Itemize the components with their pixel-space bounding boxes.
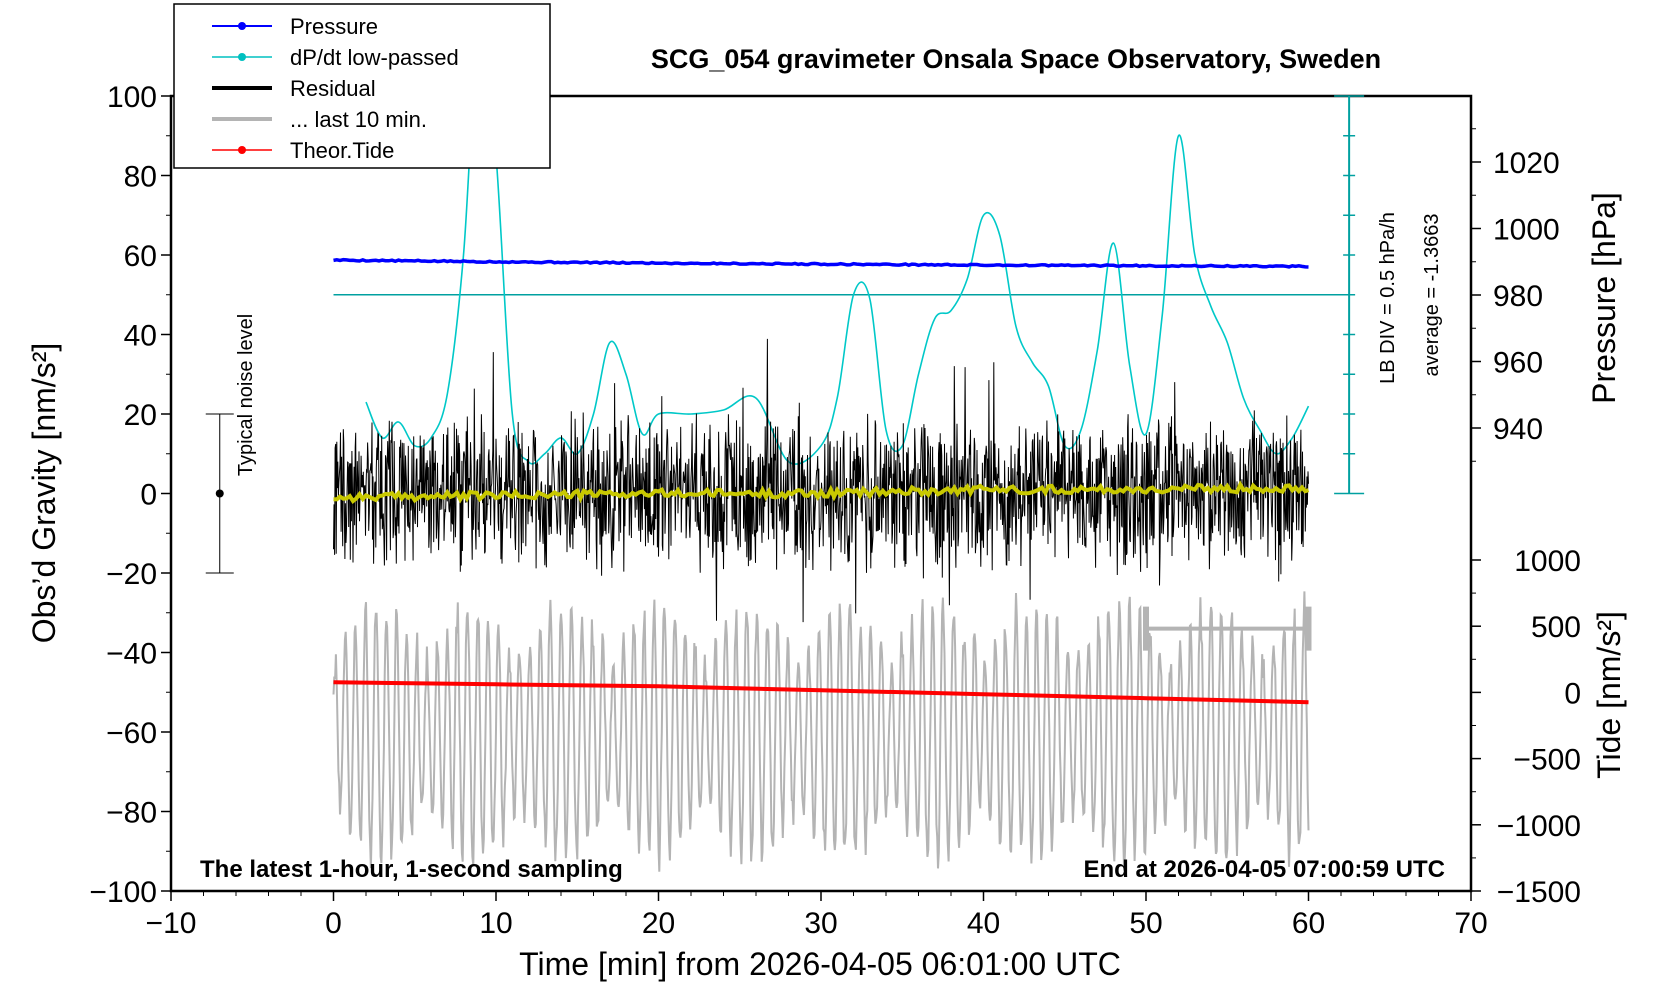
y-tick-label: 60: [124, 240, 157, 273]
x-tick-label: 10: [479, 907, 512, 940]
annotation-latest-hour: The latest 1-hour, 1-second sampling: [200, 856, 623, 883]
legend-marker: [238, 22, 246, 30]
residual-smoothed-line: [333, 480, 1310, 505]
legend-marker: [238, 146, 246, 154]
x-tick-label: 60: [1292, 907, 1325, 940]
last-10-min-line: [332, 591, 1310, 872]
legend-label: dP/dt low-passed: [290, 45, 459, 70]
pressure-tick-label: 1020: [1493, 147, 1560, 180]
y-tick-label: −20: [106, 558, 157, 591]
annotation-end-time: End at 2026-04-05 07:00:59 UTC: [1084, 856, 1446, 883]
x-axis-label: Time [min] from 2026-04-05 06:01:00 UTC: [519, 946, 1121, 982]
noise-bar-center: [215, 489, 224, 498]
x-tick-label: 70: [1454, 907, 1487, 940]
x-tick-label: 20: [642, 907, 675, 940]
pressure-tick-label: 960: [1493, 347, 1543, 380]
x-tick-label: 0: [325, 907, 342, 940]
y-tick-label: 80: [124, 161, 157, 194]
y-tick-label: −80: [106, 797, 157, 830]
y-tick-label: 100: [107, 81, 157, 114]
theor-tide-line: [333, 680, 1309, 705]
y-tick-label: −60: [106, 717, 157, 750]
legend-label: Pressure: [290, 14, 378, 39]
chart-title: SCG_054 gravimeter Onsala Space Observat…: [651, 44, 1381, 74]
x-tick-label: −10: [146, 907, 197, 940]
y-axis-label-tide: Tide [nm/s²]: [1591, 611, 1627, 779]
pressure-tick-label: 980: [1493, 280, 1543, 313]
tide-tick-label: 0: [1564, 677, 1581, 710]
y-axis-label-left: Obs’d Gravity [nm/s²]: [26, 343, 62, 644]
y-tick-label: 20: [124, 399, 157, 432]
lb-div-label: LB DIV = 0.5 hPa/h: [1377, 212, 1399, 384]
tide-tick-label: −1500: [1497, 876, 1581, 909]
tide-tick-label: 500: [1531, 611, 1581, 644]
y-tick-label: 40: [124, 320, 157, 353]
tide-tick-label: −1000: [1497, 810, 1581, 843]
average-label: average = -1.3663: [1421, 214, 1443, 377]
pressure-line: [333, 257, 1309, 269]
y-tick-label: −100: [89, 876, 157, 909]
legend-label: Theor.Tide: [290, 138, 394, 163]
tide-tick-label: 1000: [1514, 545, 1581, 578]
pressure-tick-label: 940: [1493, 413, 1543, 446]
legend: Pressure dP/dt low-passed Residual ... last…: [173, 3, 551, 169]
tide-tick-label: −500: [1513, 744, 1581, 777]
x-tick-label: 30: [804, 907, 837, 940]
y-tick-label: 0: [140, 479, 157, 512]
residual-line: [333, 338, 1309, 623]
legend-label: Residual: [290, 76, 376, 101]
pressure-tick-label: 1000: [1493, 214, 1560, 247]
y-tick-label: −40: [106, 638, 157, 671]
legend-marker: [238, 53, 246, 61]
y-axis-label-pressure: Pressure [hPa]: [1586, 192, 1622, 404]
x-tick-label: 50: [1129, 907, 1162, 940]
x-tick-label: 40: [967, 907, 1000, 940]
noise-level-label: Typical noise level: [235, 314, 257, 476]
legend-label: ... last 10 min.: [290, 107, 427, 132]
